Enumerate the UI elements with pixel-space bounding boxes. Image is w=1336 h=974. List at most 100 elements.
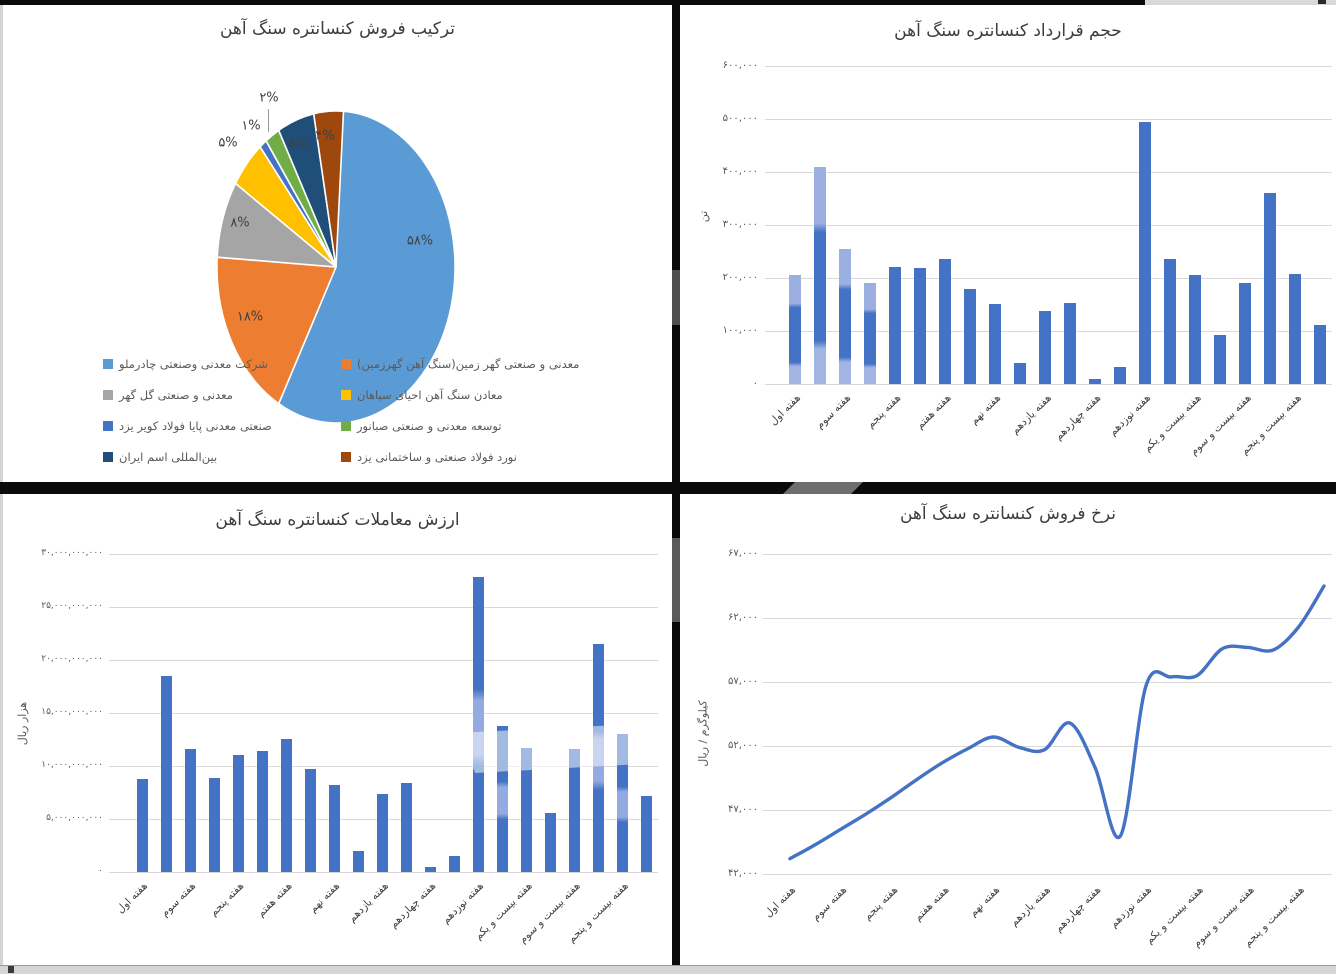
bar — [889, 267, 901, 384]
bar — [814, 167, 826, 384]
x-axis-label: هفته هفتم — [254, 880, 295, 920]
x-axis-label: هفته سوم — [814, 392, 854, 432]
y-axis-tick-label: ۱۵,۰۰۰,۰۰۰,۰۰۰ — [41, 707, 103, 717]
legend-label: توسعه معدنی و صنعتی صبانور — [357, 419, 502, 433]
pie-percent-label: ۴% — [315, 128, 335, 144]
legend-label: معدنی و صنعتی گهر زمین(سنگ آهن گهرزمین) — [357, 357, 580, 371]
chart-title-trade-value: ارزش معاملات کنسانتره سنگ آهن — [215, 510, 460, 530]
pie-slice — [216, 256, 337, 405]
y-axis-tick-label: ۶۲,۰۰۰ — [727, 612, 758, 623]
top-band-watermark-segment — [1145, 0, 1336, 5]
rate-line-path — [788, 584, 1326, 861]
bar — [1114, 367, 1126, 384]
panel-sales-mix: ترکیب فروش کنسانتره سنگ آهن ۵۸% ۱۸% ۸% ۵% ۱%… — [3, 5, 672, 482]
volume-bar-plot: ۶۰۰,۰۰۰ ۵۰۰,۰۰۰ ۴۰۰,۰۰۰ ۳۰۰,۰۰۰ ۲۰۰,۰۰۰ ۱۰۰,۰… — [680, 5, 1336, 482]
x-axis-label: هفته چهاردهم — [387, 880, 439, 931]
legend-swatch — [103, 421, 113, 431]
middle-vertical-strip — [672, 5, 680, 965]
y-axis-tick-label: ۵۰۰,۰۰۰ — [722, 113, 758, 124]
x-axis-label: هفته نوزدهم — [440, 880, 487, 927]
bar — [864, 283, 876, 384]
vertical-strip-watermark-1 — [672, 270, 680, 325]
x-axis-label: هفته یازدهم — [345, 880, 391, 925]
y-axis-tick-label: ۲۰,۰۰۰,۰۰۰,۰۰۰ — [41, 654, 103, 664]
gridline — [763, 554, 1332, 555]
gridline — [109, 660, 658, 661]
pie-slice — [312, 110, 345, 268]
legend-swatch — [103, 359, 113, 369]
gridline — [109, 713, 658, 714]
bar — [1089, 379, 1101, 384]
bar — [257, 751, 268, 872]
bottom-band — [0, 965, 1336, 974]
rate-line-plot: ۶۷,۰۰۰ ۶۲,۰۰۰ ۵۷,۰۰۰ ۵۲,۰۰۰ ۴۷,۰۰۰ ۴۲,۰۰۰ هفته… — [680, 494, 1336, 965]
x-axis-label: هفته یازدهم — [1008, 392, 1054, 437]
bar — [545, 813, 556, 872]
x-axis-label: هفته نهم — [307, 880, 343, 916]
y-axis-tick-label: ۵,۰۰۰,۰۰۰,۰۰۰ — [46, 813, 103, 823]
legend-label: معادن سنگ آهن احیای سپاهان — [357, 388, 503, 402]
legend-label: نورد فولاد صنعتی و ساختمانی یزد — [357, 450, 517, 464]
panel-contract-volume: حجم قرارداد کنسانتره سنگ آهن تن ۶۰۰,۰۰۰ ۵… — [680, 5, 1336, 482]
bar — [641, 796, 652, 872]
bar — [449, 856, 460, 872]
x-axis-label: هفته نهم — [968, 392, 1004, 428]
x-axis-label: هفته سوم — [159, 880, 199, 920]
gridline — [765, 119, 1332, 120]
bar — [185, 749, 196, 872]
chart-title-contract-volume: حجم قرارداد کنسانتره سنگ آهن — [894, 21, 1122, 41]
y-axis-tick-label: ۶۰۰,۰۰۰ — [722, 60, 758, 71]
bar — [425, 867, 436, 872]
y-axis-tick-label: ۲۰۰,۰۰۰ — [722, 272, 758, 283]
bar — [914, 268, 926, 384]
gridline — [109, 872, 658, 873]
gridline — [763, 874, 1332, 875]
top-band-mark — [1318, 0, 1326, 4]
y-axis-tick-label: ۴۷,۰۰۰ — [727, 804, 758, 815]
vertical-strip-watermark-2 — [672, 538, 680, 622]
pie-percent-label: ۵% — [218, 135, 238, 151]
legend-swatch — [341, 390, 351, 400]
x-axis-label: هفته اول — [114, 880, 151, 916]
pie-svg — [216, 110, 456, 424]
y-axis-tick-label: ۲۵,۰۰۰,۰۰۰,۰۰۰ — [41, 601, 103, 611]
gridline — [765, 66, 1332, 67]
legend-label: معدنی و صنعتی گل گهر — [119, 388, 233, 402]
bottom-band-mark — [8, 966, 14, 973]
value-bar-plot: ۳۰,۰۰۰,۰۰۰,۰۰۰ ۲۵,۰۰۰,۰۰۰,۰۰۰ ۲۰,۰۰۰,۰۰۰,۰… — [3, 494, 672, 965]
bar — [1064, 303, 1076, 384]
y-axis-tick-label: ۳۰,۰۰۰,۰۰۰,۰۰۰ — [41, 548, 103, 558]
x-axis-label: هفته پنجم — [207, 880, 247, 919]
bar — [1164, 259, 1176, 384]
legend-swatch — [103, 390, 113, 400]
y-axis-tick-label: ۰ — [752, 378, 758, 389]
gridline — [109, 766, 658, 767]
bar — [401, 783, 412, 872]
bar — [137, 779, 148, 872]
legend-swatch — [341, 421, 351, 431]
rate-line-svg — [788, 584, 1326, 861]
bar — [1214, 335, 1226, 384]
bar — [989, 304, 1001, 384]
bar — [789, 275, 801, 384]
gridline — [765, 278, 1332, 279]
x-axis-label: هفته نوزدهم — [1107, 392, 1154, 439]
x-axis-label: هفته هفتم — [913, 392, 954, 432]
x-axis-label: هفته پنجم — [864, 392, 904, 431]
gridline — [765, 384, 1332, 385]
gridline — [763, 618, 1332, 619]
x-axis-label: هفته اول — [767, 392, 804, 428]
middle-horizontal-strip — [0, 482, 1336, 494]
bar — [209, 778, 220, 872]
chart-title-sales-mix: ترکیب فروش کنسانتره سنگ آهن — [219, 19, 456, 39]
legend-label: شرکت معدنی وصنعتی چادرملو — [119, 357, 268, 371]
y-axis-tick-label: ۱۰۰,۰۰۰ — [722, 325, 758, 336]
pie-percent-label: ۲% — [259, 90, 279, 106]
legend-swatch — [341, 452, 351, 462]
pie-percent-label: ۵% — [288, 136, 308, 152]
pie-percent-label: ۱% — [241, 118, 261, 134]
bar — [939, 259, 951, 384]
bar — [521, 748, 532, 872]
bar — [305, 769, 316, 872]
